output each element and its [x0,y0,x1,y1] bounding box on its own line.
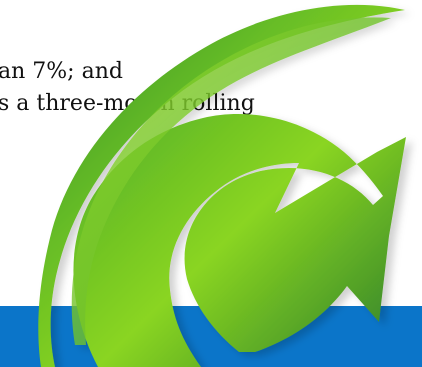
arrow-body [38,4,406,367]
arrow-highlight [71,17,391,345]
text-line-1: an 7%; and [0,59,123,84]
